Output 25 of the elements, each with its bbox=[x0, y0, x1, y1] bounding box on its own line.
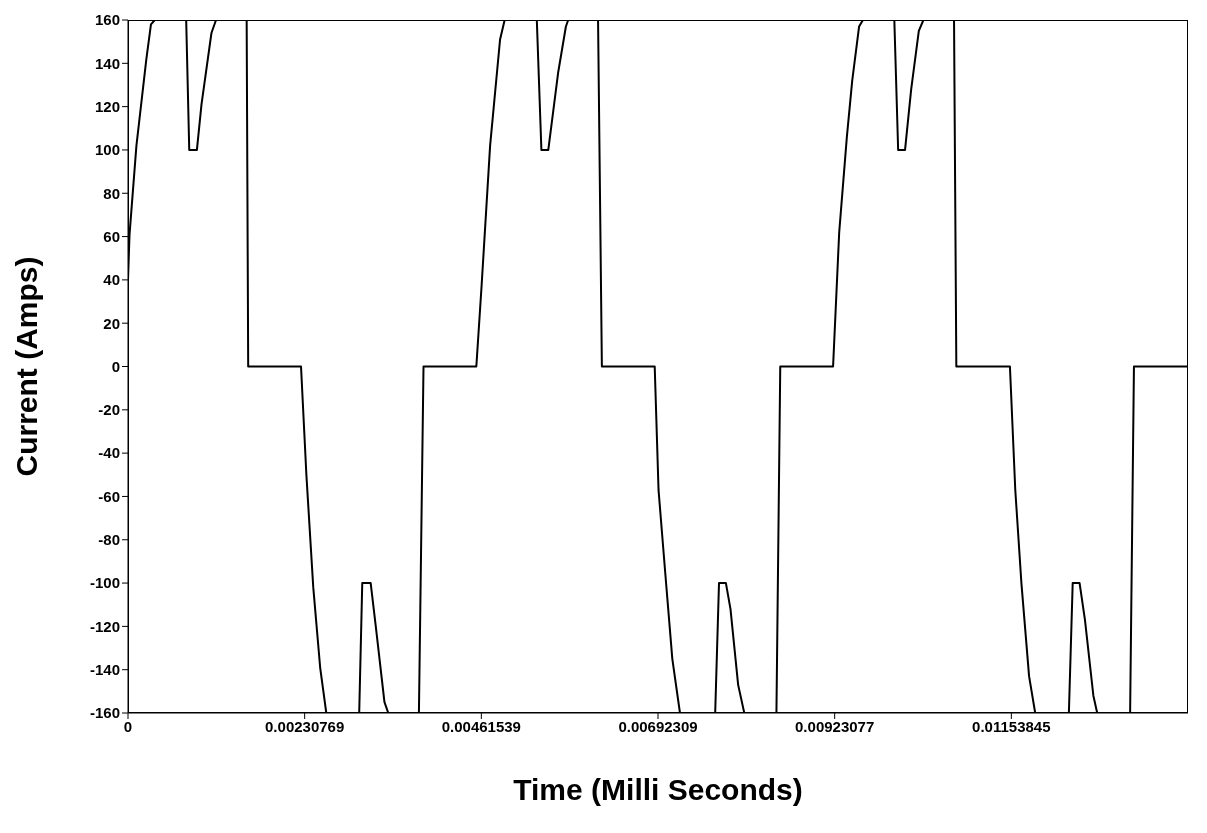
x-tick-label: 0 bbox=[123, 717, 133, 735]
y-tick-label: 60 bbox=[103, 227, 120, 245]
y-tick-label: -60 bbox=[98, 487, 120, 505]
x-axis-title: Time (Milli Seconds) bbox=[513, 773, 803, 806]
y-tick-label: -120 bbox=[89, 617, 120, 635]
y-tick-label: 20 bbox=[103, 314, 120, 332]
y-tick-label: 160 bbox=[94, 11, 120, 29]
x-tick-label: 0.00230769 bbox=[265, 717, 345, 735]
y-tick-label: 80 bbox=[103, 184, 120, 202]
y-tick-label: -80 bbox=[98, 531, 120, 549]
y-axis-title: Current (Amps) bbox=[9, 256, 43, 477]
x-tick-label: 0.00461539 bbox=[441, 717, 521, 735]
x-tick-label: 0.00692309 bbox=[618, 717, 698, 735]
y-tick-label: 40 bbox=[103, 271, 120, 289]
y-tick-label: 0 bbox=[111, 357, 120, 375]
y-tick-label: -100 bbox=[89, 574, 120, 592]
y-tick-label: -140 bbox=[89, 661, 120, 679]
y-tick-label: -160 bbox=[89, 704, 120, 722]
y-tick-label: 100 bbox=[94, 141, 120, 159]
x-tick-label: 0.01153845 bbox=[972, 717, 1051, 735]
y-tick-label: -40 bbox=[98, 444, 120, 462]
x-tick-label: 0.00923077 bbox=[795, 717, 875, 735]
y-tick-label: -20 bbox=[98, 401, 120, 419]
y-tick-label: 140 bbox=[94, 54, 120, 72]
y-tick-label: 120 bbox=[94, 97, 120, 115]
